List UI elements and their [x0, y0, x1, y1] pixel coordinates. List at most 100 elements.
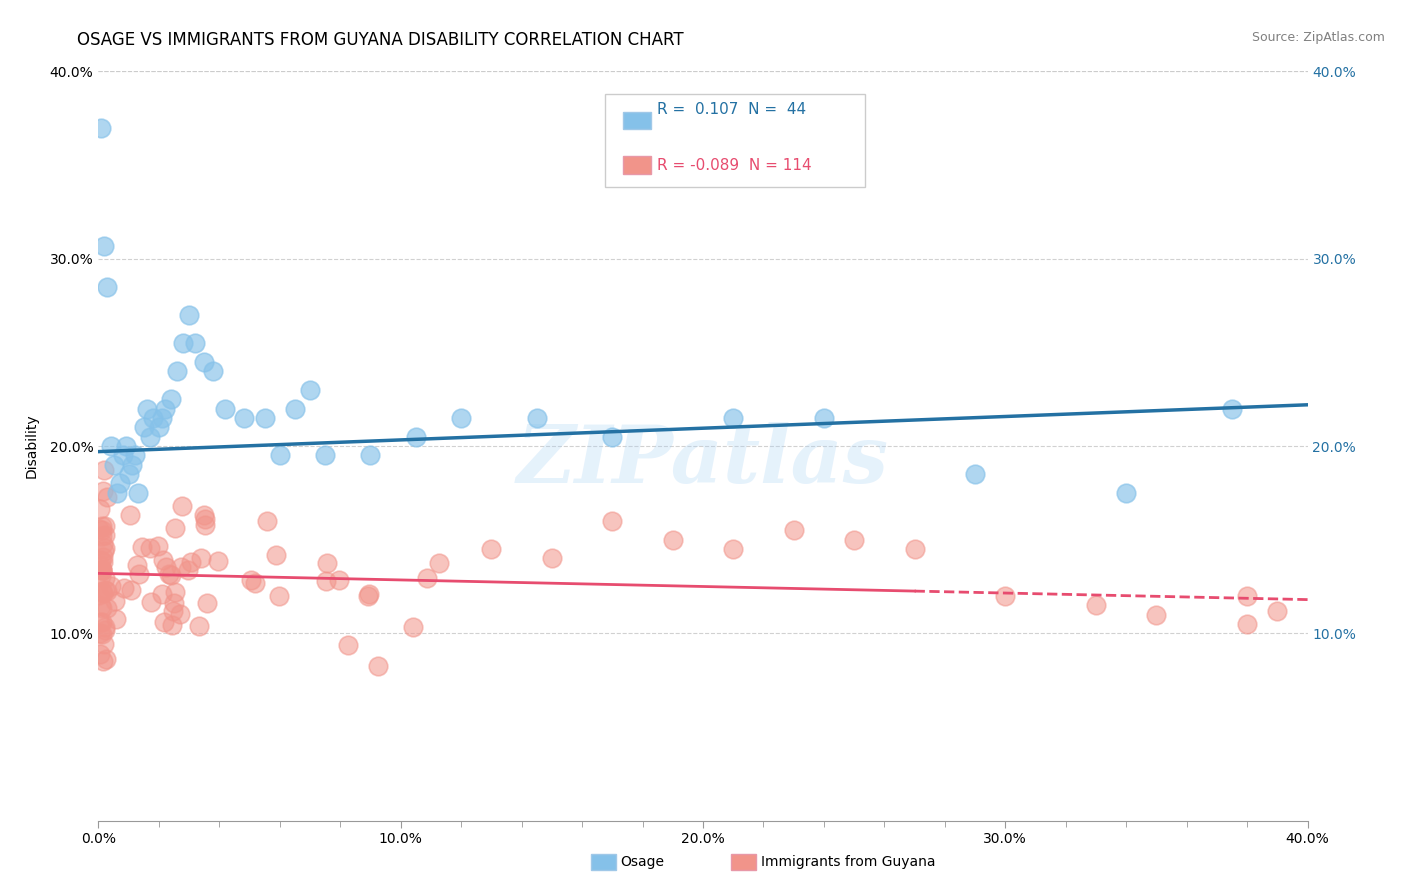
Point [91, 627, 114, 641]
Point [194, 517, 217, 532]
Point [148, 539, 170, 553]
Point [602, 430, 624, 444]
Point [93, 463, 115, 477]
Point [723, 411, 745, 425]
Point [202, 364, 225, 378]
Point [127, 558, 149, 573]
Point [256, 514, 278, 528]
Point [91, 555, 114, 569]
Point [152, 553, 174, 567]
Point [723, 542, 745, 557]
Point [93, 544, 115, 558]
Point [193, 355, 215, 369]
Point [112, 581, 135, 595]
Point [172, 336, 194, 351]
Point [316, 557, 339, 571]
Point [1267, 604, 1289, 618]
Point [93, 238, 115, 252]
Point [104, 612, 127, 626]
Text: Immigrants from Guyana: Immigrants from Guyana [761, 855, 935, 869]
Point [266, 548, 288, 562]
Point [526, 411, 548, 425]
Point [328, 573, 350, 587]
Point [299, 383, 322, 397]
Point [155, 559, 177, 574]
Point [100, 439, 122, 453]
Point [93, 636, 115, 650]
Point [179, 308, 201, 322]
Text: OSAGE VS IMMIGRANTS FROM GUYANA DISABILITY CORRELATION CHART: OSAGE VS IMMIGRANTS FROM GUYANA DISABILI… [77, 31, 683, 49]
Point [1236, 617, 1258, 632]
Point [108, 476, 131, 491]
Point [415, 572, 437, 586]
Point [157, 567, 180, 582]
Point [132, 420, 155, 434]
Point [965, 467, 987, 482]
Point [177, 563, 200, 577]
Point [540, 551, 562, 566]
Y-axis label: Disability: Disability [24, 414, 38, 478]
Point [152, 615, 174, 629]
Point [89, 647, 111, 661]
Point [105, 486, 128, 500]
Point [165, 521, 187, 535]
Point [240, 573, 263, 587]
Text: ZIPatlas: ZIPatlas [517, 422, 889, 500]
Point [162, 604, 184, 618]
Point [245, 575, 267, 590]
Text: Osage: Osage [620, 855, 664, 869]
Point [402, 620, 425, 634]
Point [160, 618, 183, 632]
Point [96, 584, 118, 599]
Point [166, 364, 188, 378]
Point [163, 584, 186, 599]
Point [89, 588, 111, 602]
Point [180, 555, 202, 569]
Point [481, 542, 503, 557]
Point [214, 401, 236, 416]
Point [844, 533, 866, 547]
Point [337, 638, 360, 652]
Point [89, 626, 111, 640]
Point [87, 522, 110, 536]
Point [91, 549, 114, 564]
Point [91, 519, 114, 533]
Point [89, 615, 111, 629]
Point [124, 449, 146, 463]
Point [111, 449, 134, 463]
Point [96, 490, 118, 504]
Point [120, 582, 142, 597]
Point [160, 392, 183, 407]
Point [783, 524, 806, 538]
Point [142, 411, 165, 425]
Point [194, 512, 217, 526]
Point [139, 541, 162, 556]
Point [813, 411, 835, 425]
Point [314, 449, 336, 463]
Point [90, 523, 112, 537]
Point [195, 596, 218, 610]
Point [121, 458, 143, 472]
Point [90, 563, 112, 577]
Point [103, 458, 125, 472]
Point [169, 607, 191, 622]
Point [94, 528, 117, 542]
Point [93, 620, 115, 634]
Point [232, 411, 254, 425]
Point [150, 587, 173, 601]
Point [269, 589, 291, 603]
Point [91, 586, 114, 600]
Point [153, 401, 176, 416]
Point [1220, 401, 1243, 416]
Point [170, 499, 193, 513]
Point [170, 559, 193, 574]
Point [127, 486, 149, 500]
Point [139, 595, 162, 609]
Point [90, 558, 112, 573]
Point [89, 501, 111, 516]
Point [96, 280, 118, 294]
Point [100, 579, 122, 593]
Point [90, 569, 112, 583]
Point [159, 567, 181, 582]
Point [1144, 607, 1167, 622]
